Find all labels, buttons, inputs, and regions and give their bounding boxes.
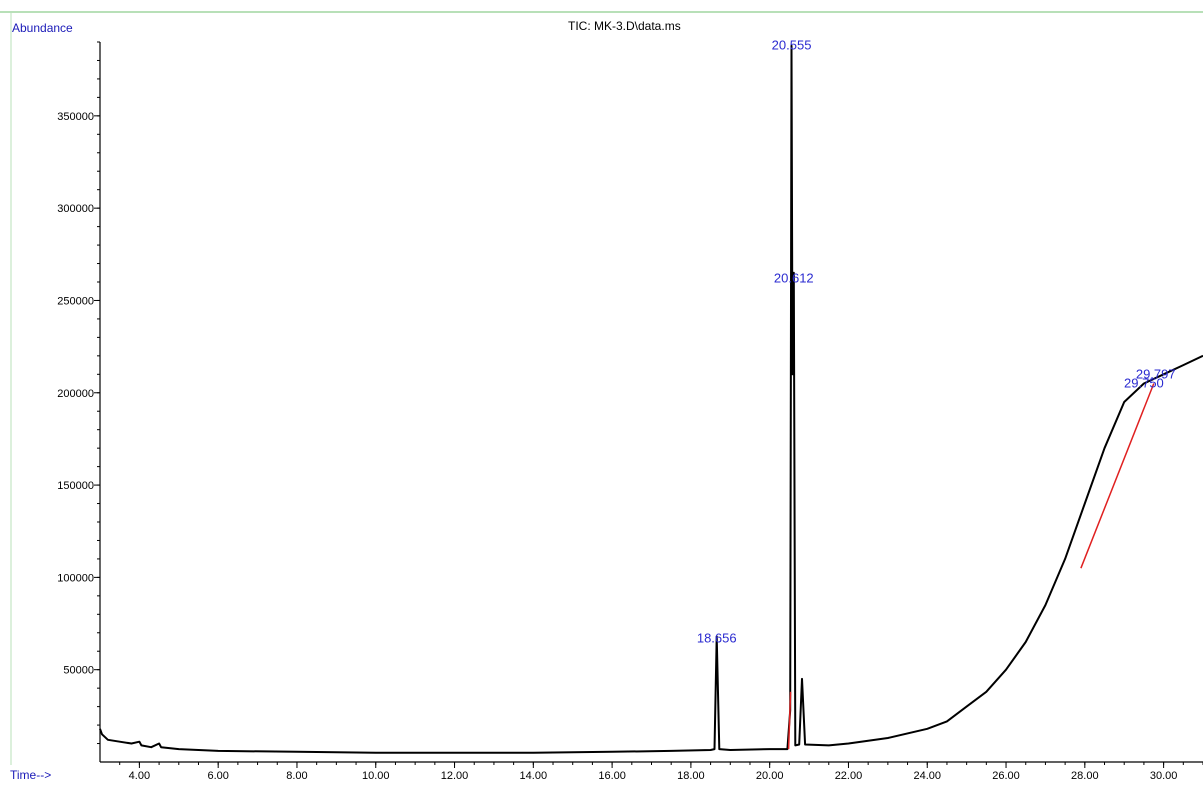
- x-tick-label: 16.00: [598, 770, 626, 782]
- x-tick-label: 28.00: [1071, 770, 1099, 782]
- y-tick-label: 300000: [57, 203, 94, 215]
- axis-ticks: 4.00 6.00 8.00 10.00 12.00 14.00 16.00 18.00 20.…: [57, 41, 1203, 782]
- x-tick-label: 26.00: [992, 770, 1020, 782]
- x-tick-label: 20.00: [756, 770, 784, 782]
- peak-label: 20.612: [774, 270, 814, 285]
- x-tick-label: 24.00: [913, 770, 941, 782]
- y-tick-label: 100000: [57, 572, 94, 584]
- y-axis-label: Abundance: [12, 21, 73, 35]
- peak-label: 29.750: [1124, 376, 1164, 391]
- peak-label: 20.555: [772, 38, 812, 53]
- x-tick-label: 18.00: [677, 770, 705, 782]
- chart-title: TIC: MK-3.D\data.ms: [568, 19, 681, 33]
- x-tick-label: 10.00: [362, 770, 390, 782]
- y-tick-label: 200000: [57, 388, 94, 400]
- peak-label: 29.797: [1136, 366, 1176, 381]
- integration-baseline: [1080, 383, 1155, 569]
- plot-series: [99, 44, 1203, 754]
- x-axis-label: Time-->: [10, 768, 51, 782]
- x-tick-label: 4.00: [129, 770, 150, 782]
- x-tick-label: 12.00: [441, 770, 469, 782]
- x-tick-label: 30.00: [1150, 770, 1178, 782]
- x-tick-label: 6.00: [207, 770, 228, 782]
- y-tick-label: 50000: [63, 665, 94, 677]
- integration-baseline: [787, 691, 792, 750]
- x-tick-label: 22.00: [835, 770, 863, 782]
- y-tick-label: 150000: [57, 480, 94, 492]
- y-tick-label: 250000: [57, 295, 94, 307]
- y-tick-label: 350000: [57, 111, 94, 123]
- peak-label: 18.656: [697, 630, 737, 645]
- x-tick-label: 14.00: [520, 770, 548, 782]
- x-tick-label: 8.00: [286, 770, 307, 782]
